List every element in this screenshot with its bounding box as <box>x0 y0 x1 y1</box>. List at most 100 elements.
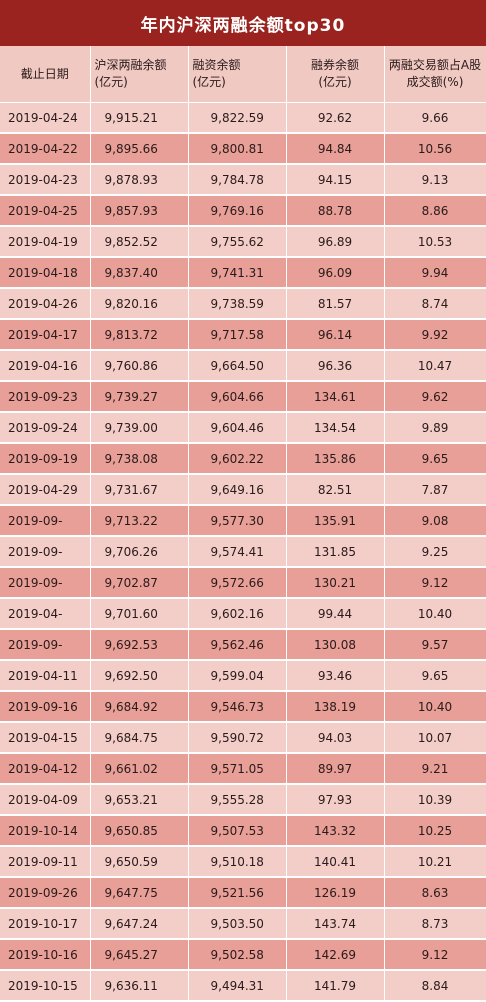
cell-total-balance: 9,738.08 <box>90 443 189 475</box>
cell-securities-lending-balance: 131.85 <box>286 536 385 568</box>
cell-securities-lending-balance: 89.97 <box>286 753 385 785</box>
cell-total-balance: 9,684.92 <box>90 691 189 723</box>
table-row: 2019-04- 9,701.60 9,602.16 99.44 10.40 <box>0 598 486 630</box>
cell-turnover-share: 9.62 <box>384 381 486 413</box>
cell-financing-balance: 9,755.62 <box>188 226 287 258</box>
table-row: 2019-04-25 9,857.93 9,769.16 88.78 8.86 <box>0 195 486 227</box>
table-row: 2019-04-18 9,837.40 9,741.31 96.09 9.94 <box>0 257 486 289</box>
cell-date: 2019-04-15 <box>0 722 91 754</box>
cell-date: 2019-09-26 <box>0 877 91 909</box>
cell-total-balance: 9,701.60 <box>90 598 189 630</box>
cell-date: 2019-04-24 <box>0 102 91 134</box>
cell-financing-balance: 9,604.46 <box>188 412 287 444</box>
cell-date: 2019-09-19 <box>0 443 91 475</box>
cell-total-balance: 9,661.02 <box>90 753 189 785</box>
margin-balance-table: 截止日期 沪深两融余额 (亿元) 融资余额 (亿元) 融券余额 (亿元) 两融交易额占… <box>0 46 486 1002</box>
cell-securities-lending-balance: 135.91 <box>286 505 385 537</box>
table-row: 2019-04-09 9,653.21 9,555.28 97.93 10.39 <box>0 784 486 816</box>
cell-turnover-share: 10.53 <box>384 226 486 258</box>
cell-securities-lending-balance: 99.44 <box>286 598 385 630</box>
cell-financing-balance: 9,507.53 <box>188 815 287 847</box>
cell-securities-lending-balance: 140.41 <box>286 846 385 878</box>
header-turnover-share: 两融交易额占A股 成交额(%) <box>384 46 486 103</box>
cell-total-balance: 9,645.27 <box>90 939 189 971</box>
cell-turnover-share: 9.92 <box>384 319 486 351</box>
cell-date: 2019-10-17 <box>0 908 91 940</box>
header-date: 截止日期 <box>0 46 91 103</box>
cell-securities-lending-balance: 96.14 <box>286 319 385 351</box>
cell-date: 2019-04-19 <box>0 226 91 258</box>
cell-date: 2019-10-14 <box>0 815 91 847</box>
cell-total-balance: 9,653.21 <box>90 784 189 816</box>
cell-total-balance: 9,636.11 <box>90 970 189 1002</box>
cell-financing-balance: 9,741.31 <box>188 257 287 289</box>
header-securities-lending-balance: 融券余额 (亿元) <box>286 46 385 103</box>
cell-financing-balance: 9,571.05 <box>188 753 287 785</box>
cell-turnover-share: 10.39 <box>384 784 486 816</box>
table-row: 2019-09- 9,692.53 9,562.46 130.08 9.57 <box>0 629 486 661</box>
cell-date: 2019-04-18 <box>0 257 91 289</box>
cell-date: 2019-04-09 <box>0 784 91 816</box>
cell-securities-lending-balance: 97.93 <box>286 784 385 816</box>
table-title: 年内沪深两融余额top30 <box>0 0 486 46</box>
table-row: 2019-09- 9,713.22 9,577.30 135.91 9.08 <box>0 505 486 537</box>
cell-securities-lending-balance: 141.79 <box>286 970 385 1002</box>
cell-financing-balance: 9,784.78 <box>188 164 287 196</box>
table-row: 2019-09-23 9,739.27 9,604.66 134.61 9.62 <box>0 381 486 413</box>
table-row: 2019-10-17 9,647.24 9,503.50 143.74 8.73 <box>0 908 486 940</box>
cell-turnover-share: 10.40 <box>384 691 486 723</box>
cell-date: 2019-04-23 <box>0 164 91 196</box>
cell-total-balance: 9,706.26 <box>90 536 189 568</box>
cell-turnover-share: 9.12 <box>384 567 486 599</box>
table-row: 2019-04-29 9,731.67 9,649.16 82.51 7.87 <box>0 474 486 506</box>
cell-date: 2019-04-16 <box>0 350 91 382</box>
cell-total-balance: 9,878.93 <box>90 164 189 196</box>
cell-date: 2019-10-15 <box>0 970 91 1002</box>
table-row: 2019-09- 9,702.87 9,572.66 130.21 9.12 <box>0 567 486 599</box>
cell-date: 2019-09-16 <box>0 691 91 723</box>
table-row: 2019-10-15 9,636.11 9,494.31 141.79 8.84 <box>0 970 486 1002</box>
table-row: 2019-04-19 9,852.52 9,755.62 96.89 10.53 <box>0 226 486 258</box>
table-row: 2019-09-16 9,684.92 9,546.73 138.19 10.40 <box>0 691 486 723</box>
table-row: 2019-04-12 9,661.02 9,571.05 89.97 9.21 <box>0 753 486 785</box>
cell-turnover-share: 10.56 <box>384 133 486 165</box>
cell-turnover-share: 9.65 <box>384 660 486 692</box>
cell-securities-lending-balance: 143.74 <box>286 908 385 940</box>
cell-date: 2019-04-22 <box>0 133 91 165</box>
cell-securities-lending-balance: 82.51 <box>286 474 385 506</box>
cell-financing-balance: 9,717.58 <box>188 319 287 351</box>
cell-turnover-share: 9.08 <box>384 505 486 537</box>
table-row: 2019-04-17 9,813.72 9,717.58 96.14 9.92 <box>0 319 486 351</box>
cell-financing-balance: 9,494.31 <box>188 970 287 1002</box>
cell-financing-balance: 9,574.41 <box>188 536 287 568</box>
cell-total-balance: 9,713.22 <box>90 505 189 537</box>
table-row: 2019-09-19 9,738.08 9,602.22 135.86 9.65 <box>0 443 486 475</box>
cell-date: 2019-04-25 <box>0 195 91 227</box>
table-row: 2019-04-15 9,684.75 9,590.72 94.03 10.07 <box>0 722 486 754</box>
cell-securities-lending-balance: 142.69 <box>286 939 385 971</box>
cell-turnover-share: 10.47 <box>384 350 486 382</box>
cell-financing-balance: 9,502.58 <box>188 939 287 971</box>
cell-date: 2019-04- <box>0 598 91 630</box>
table-row: 2019-09- 9,706.26 9,574.41 131.85 9.25 <box>0 536 486 568</box>
cell-securities-lending-balance: 143.32 <box>286 815 385 847</box>
table-row: 2019-04-16 9,760.86 9,664.50 96.36 10.47 <box>0 350 486 382</box>
table-row: 2019-09-11 9,650.59 9,510.18 140.41 10.21 <box>0 846 486 878</box>
cell-securities-lending-balance: 96.09 <box>286 257 385 289</box>
cell-total-balance: 9,650.85 <box>90 815 189 847</box>
cell-turnover-share: 10.07 <box>384 722 486 754</box>
cell-date: 2019-09- <box>0 505 91 537</box>
cell-turnover-share: 10.25 <box>384 815 486 847</box>
cell-turnover-share: 9.65 <box>384 443 486 475</box>
cell-securities-lending-balance: 130.08 <box>286 629 385 661</box>
cell-total-balance: 9,702.87 <box>90 567 189 599</box>
cell-securities-lending-balance: 93.46 <box>286 660 385 692</box>
cell-total-balance: 9,739.27 <box>90 381 189 413</box>
cell-financing-balance: 9,800.81 <box>188 133 287 165</box>
table-row: 2019-04-22 9,895.66 9,800.81 94.84 10.56 <box>0 133 486 165</box>
cell-securities-lending-balance: 96.89 <box>286 226 385 258</box>
cell-total-balance: 9,684.75 <box>90 722 189 754</box>
cell-date: 2019-09-24 <box>0 412 91 444</box>
cell-total-balance: 9,692.50 <box>90 660 189 692</box>
cell-date: 2019-04-12 <box>0 753 91 785</box>
